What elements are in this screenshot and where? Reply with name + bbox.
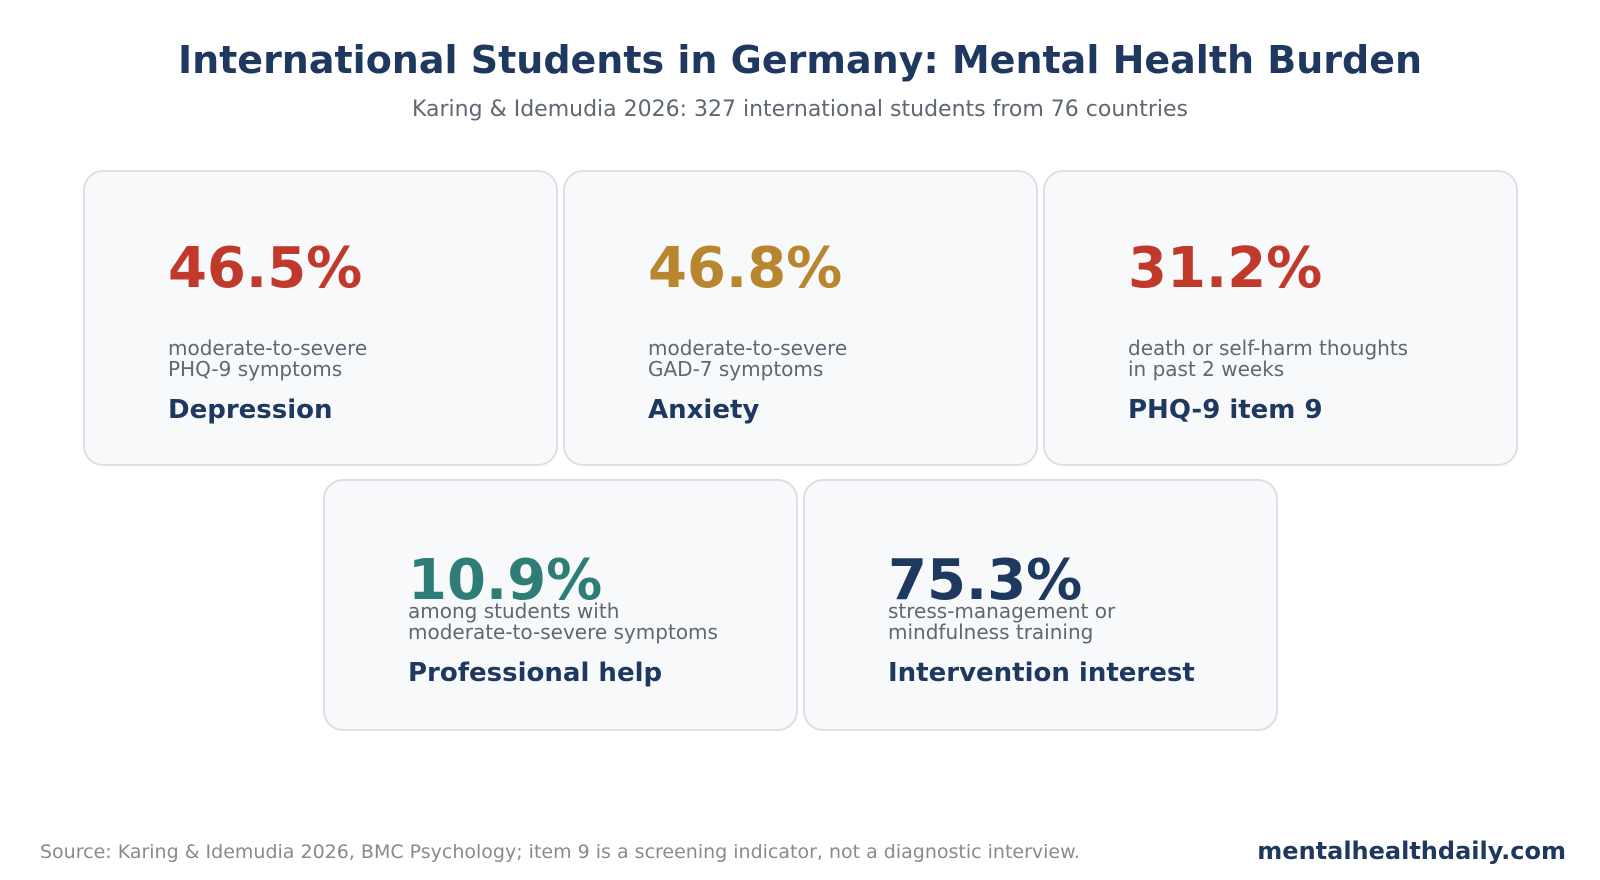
stat-card-depression: 46.5% moderate-to-severe PHQ-9 symptoms …	[83, 170, 558, 466]
stat-description: moderate-to-severe PHQ-9 symptoms	[168, 338, 367, 380]
stat-card-phq9-item9: 31.2% death or self-harm thoughts in pas…	[1043, 170, 1518, 466]
stat-description-line: in past 2 weeks	[1128, 357, 1285, 381]
stat-description-line: stress-management or	[888, 599, 1116, 623]
stat-label: Anxiety	[648, 395, 760, 425]
page-title: International Students in Germany: Menta…	[177, 38, 1423, 82]
stat-description-line: PHQ-9 symptoms	[168, 357, 343, 381]
stat-value: 10.9%	[408, 548, 603, 613]
stat-description-line: mindfulness training	[888, 620, 1094, 644]
stat-card-professional-help: 10.9% among students with moderate-to-se…	[323, 479, 798, 731]
source-note: Source: Karing & Idemudia 2026, BMC Psyc…	[40, 841, 1080, 863]
page-subtitle: Karing & Idemudia 2026: 327 internationa…	[411, 97, 1188, 122]
stat-value: 75.3%	[888, 548, 1083, 613]
stat-card-intervention-interest: 75.3% stress-management or mindfulness t…	[803, 479, 1278, 731]
stat-value: 31.2%	[1128, 236, 1323, 301]
stat-label: Professional help	[408, 658, 663, 688]
stat-value: 46.5%	[168, 236, 363, 301]
stat-description: stress-management or mindfulness trainin…	[888, 601, 1115, 643]
stat-label: Depression	[168, 395, 333, 425]
stat-description-line: moderate-to-severe	[648, 336, 848, 360]
stat-description-line: moderate-to-severe	[168, 336, 368, 360]
stat-description: moderate-to-severe GAD-7 symptoms	[648, 338, 847, 380]
stat-value: 46.8%	[648, 236, 843, 301]
stat-description-line: GAD-7 symptoms	[648, 357, 824, 381]
stat-label: Intervention interest	[888, 658, 1195, 688]
stat-description: among students with moderate-to-severe s…	[408, 601, 718, 643]
stat-description: death or self-harm thoughts in past 2 we…	[1128, 338, 1408, 380]
site-brand: mentalhealthdaily.com	[1257, 837, 1566, 865]
stat-description-line: death or self-harm thoughts	[1128, 336, 1409, 360]
stat-card-anxiety: 46.8% moderate-to-severe GAD-7 symptoms …	[563, 170, 1038, 466]
stat-description-line: moderate-to-severe symptoms	[408, 620, 718, 644]
stat-label: PHQ-9 item 9	[1128, 395, 1323, 425]
stat-description-line: among students with	[408, 599, 620, 623]
